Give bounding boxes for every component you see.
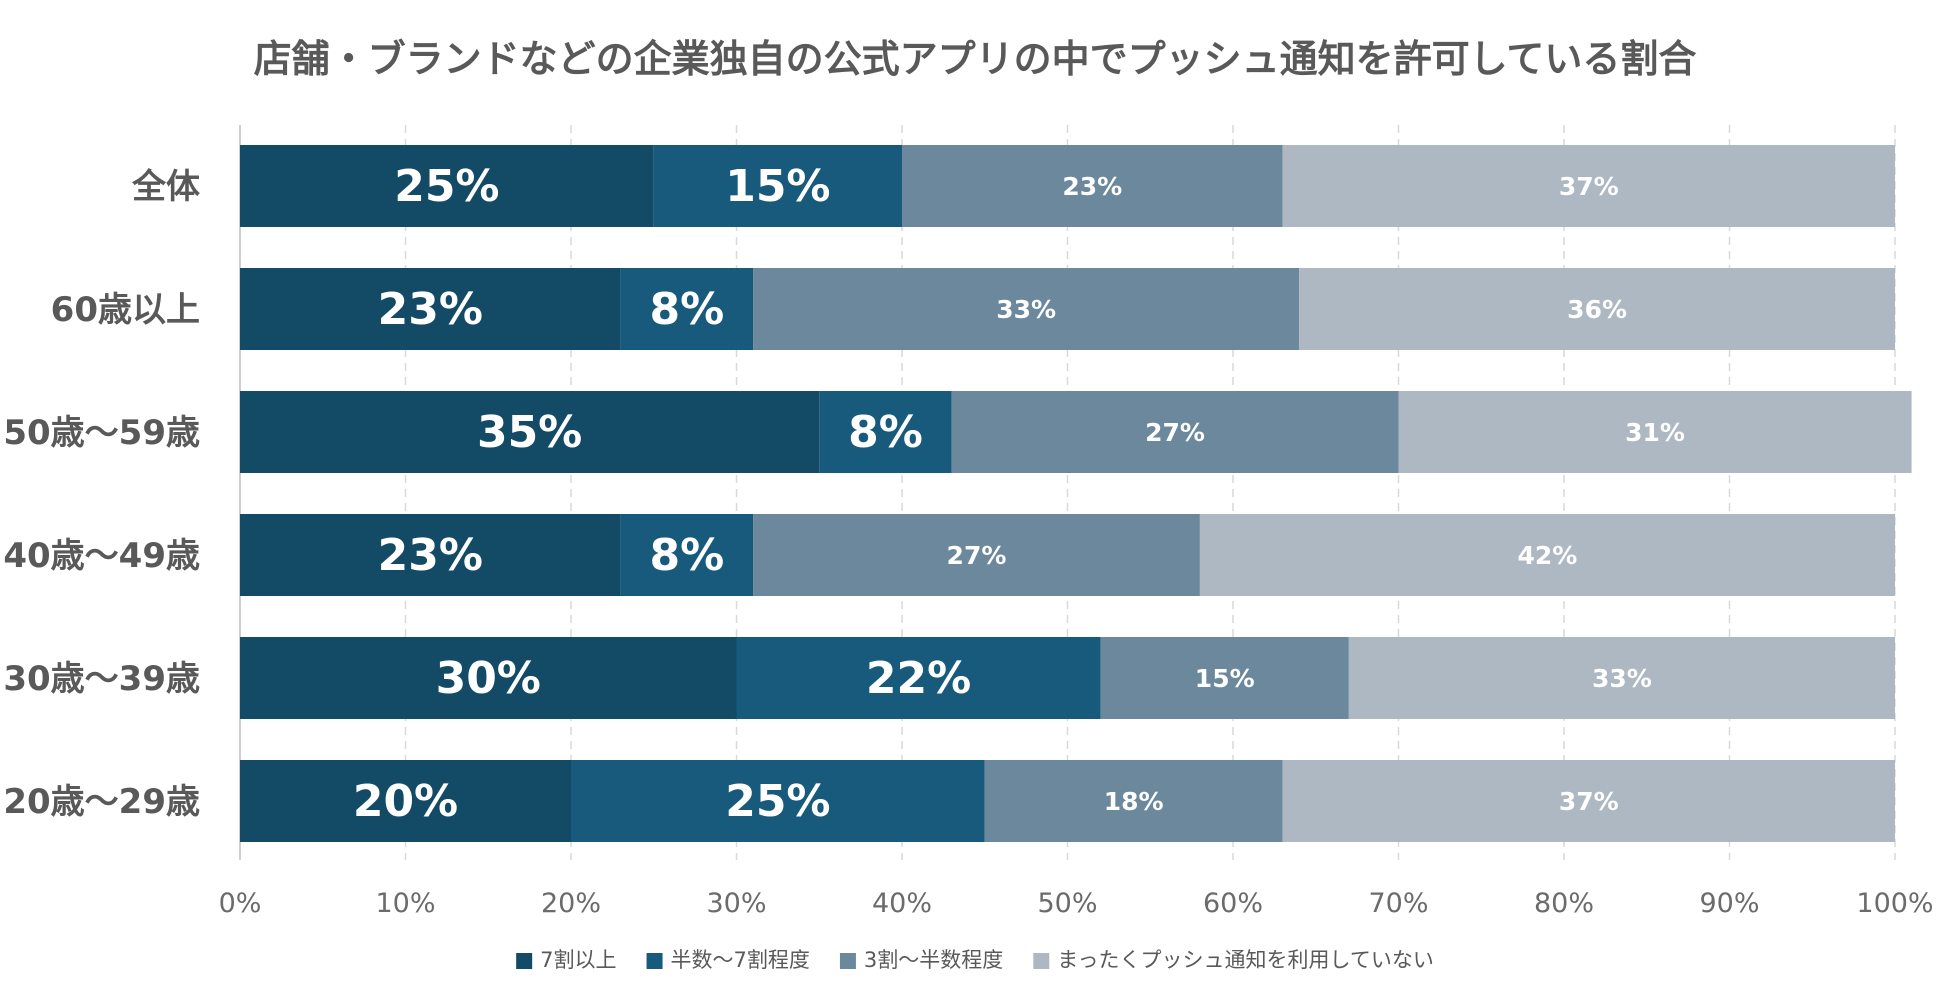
legend-label: 半数〜7割程度 bbox=[671, 948, 810, 972]
x-tick-label: 70% bbox=[1368, 888, 1428, 919]
data-label: 27% bbox=[1145, 418, 1205, 447]
x-tick-label: 10% bbox=[375, 888, 435, 919]
bar-segment bbox=[240, 145, 654, 227]
bar-segment bbox=[1199, 514, 1895, 596]
data-label: 31% bbox=[1625, 418, 1685, 447]
data-label: 8% bbox=[649, 530, 724, 581]
data-label: 33% bbox=[1592, 664, 1652, 693]
bar-segment bbox=[240, 637, 737, 719]
bar-segment bbox=[753, 514, 1200, 596]
bar-segment bbox=[620, 514, 754, 596]
category-labels: 全体 60歳以上 50歳〜59歳 40歳〜49歳 30歳〜39歳 20歳〜29歳 bbox=[3, 167, 200, 822]
x-tick-label: 60% bbox=[1203, 888, 1263, 919]
data-label: 25% bbox=[394, 161, 499, 212]
bar-segment bbox=[1348, 637, 1895, 719]
bars-layer bbox=[240, 145, 1912, 842]
data-label: 37% bbox=[1559, 172, 1619, 201]
data-label: 23% bbox=[378, 284, 483, 335]
legend-swatch bbox=[646, 953, 663, 969]
bar-segment bbox=[819, 391, 952, 473]
data-label: 33% bbox=[996, 295, 1056, 324]
data-label: 23% bbox=[378, 530, 483, 581]
bar-segment bbox=[620, 268, 754, 350]
bar-segment bbox=[1398, 391, 1912, 473]
legend-label: まったくプッシュ通知を利用していない bbox=[1057, 948, 1434, 972]
x-tick-label: 20% bbox=[541, 888, 601, 919]
bar-segment bbox=[571, 760, 985, 842]
category-label: 60歳以上 bbox=[51, 290, 200, 330]
legend-swatch bbox=[516, 953, 533, 969]
data-label: 18% bbox=[1104, 787, 1164, 816]
x-tick-label: 100% bbox=[1856, 888, 1933, 919]
bar-segment bbox=[753, 268, 1300, 350]
bar-segment bbox=[902, 145, 1283, 227]
bar-segment bbox=[1100, 637, 1349, 719]
bar-segment bbox=[240, 391, 820, 473]
data-label: 37% bbox=[1559, 787, 1619, 816]
data-label: 27% bbox=[947, 541, 1007, 570]
data-label: 8% bbox=[848, 407, 923, 458]
x-tick-label: 80% bbox=[1534, 888, 1594, 919]
category-label: 全体 bbox=[131, 167, 200, 207]
bar-segment bbox=[1282, 760, 1895, 842]
data-label: 36% bbox=[1567, 295, 1627, 324]
x-tick-label: 0% bbox=[219, 888, 262, 919]
legend-label: 7割以上 bbox=[540, 948, 616, 972]
data-label: 42% bbox=[1518, 541, 1578, 570]
data-label: 8% bbox=[649, 284, 724, 335]
bar-segment bbox=[240, 268, 621, 350]
chart-title: 店舗・ブランドなどの企業独自の公式アプリの中でプッシュ通知を許可している割合 bbox=[254, 37, 1697, 81]
bar-segment bbox=[240, 514, 621, 596]
legend-swatch bbox=[839, 953, 856, 969]
grid-layer bbox=[239, 125, 1896, 860]
bar-segment bbox=[653, 145, 902, 227]
data-label: 30% bbox=[436, 653, 541, 704]
data-label: 15% bbox=[725, 161, 830, 212]
data-label: 20% bbox=[353, 776, 458, 827]
bar-segment bbox=[984, 760, 1283, 842]
data-label: 35% bbox=[477, 407, 582, 458]
legend-label: 3割〜半数程度 bbox=[864, 948, 1003, 972]
category-label: 20歳〜29歳 bbox=[3, 782, 200, 822]
bar-segment bbox=[1299, 268, 1895, 350]
labels-layer: 25% 15% 23% 37% 23% 8% 33% 36% 35% 8% 27% 31% 23% 8% 2… bbox=[353, 161, 1685, 827]
category-label: 40歳〜49歳 bbox=[3, 536, 200, 576]
bar-segment bbox=[951, 391, 1399, 473]
x-tick-labels: 0% 10% 20% 30% 40% 50% 60% 70% 80% 90% 100% bbox=[219, 888, 1934, 919]
x-tick-label: 30% bbox=[706, 888, 766, 919]
data-label: 23% bbox=[1062, 172, 1122, 201]
legend: 7割以上 半数〜7割程度 3割〜半数程度 まったくプッシュ通知を利用していない bbox=[516, 948, 1434, 972]
x-tick-label: 90% bbox=[1699, 888, 1759, 919]
bar-segment bbox=[736, 637, 1101, 719]
legend-swatch bbox=[1033, 953, 1050, 969]
x-tick-label: 50% bbox=[1037, 888, 1097, 919]
bar-segment bbox=[240, 760, 571, 842]
category-label: 50歳〜59歳 bbox=[3, 413, 200, 453]
data-label: 25% bbox=[725, 776, 830, 827]
category-label: 30歳〜39歳 bbox=[3, 659, 200, 699]
data-label: 22% bbox=[866, 653, 971, 704]
x-tick-label: 40% bbox=[872, 888, 932, 919]
bar-segment bbox=[1282, 145, 1895, 227]
data-label: 15% bbox=[1195, 664, 1255, 693]
